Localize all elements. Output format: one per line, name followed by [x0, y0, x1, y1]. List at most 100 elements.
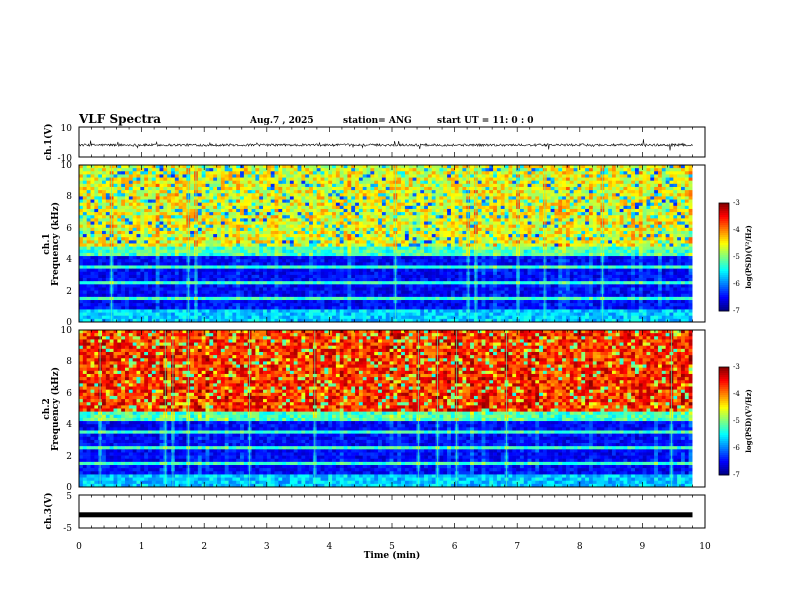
spectrogram-cell — [347, 215, 352, 219]
spectrogram-cell — [163, 224, 168, 229]
spectrogram-cell — [98, 190, 103, 194]
spectrogram-cell — [171, 199, 176, 203]
spectrogram-cell — [508, 190, 513, 194]
spectrogram-cell — [79, 218, 84, 222]
spectrogram-cell — [477, 186, 482, 191]
spectrogram-cell — [167, 237, 172, 241]
spectrogram-cell — [209, 212, 214, 216]
spectrogram-cell — [144, 199, 149, 203]
spectrogram-cell — [144, 183, 149, 188]
spectrogram-cell — [309, 180, 314, 185]
spectrogram-cell — [684, 240, 689, 244]
spectrogram-cell — [527, 193, 532, 197]
spectrogram-cell — [412, 243, 417, 247]
spectrogram-cell — [297, 259, 302, 263]
spectrogram-cell — [155, 243, 160, 247]
spectrogram-cell — [443, 212, 448, 216]
spectrogram-cell — [608, 243, 613, 247]
spectrogram-cell — [343, 202, 348, 207]
spectrogram-cell — [320, 230, 325, 235]
spectrogram-cell — [148, 246, 153, 251]
spectrogram-cell — [554, 218, 559, 222]
spectrogram-cell — [320, 234, 325, 238]
spectrogram-cell — [278, 243, 283, 247]
spectrogram-cell — [424, 256, 429, 260]
spectrogram-cell — [657, 224, 663, 229]
spectrogram-cell — [489, 221, 494, 225]
spectrogram-cell — [366, 256, 371, 260]
spectrogram-cell — [439, 221, 444, 225]
spectrogram-cell — [627, 190, 632, 194]
spectrogram-cell — [98, 252, 103, 257]
spectrogram-cell — [86, 174, 91, 178]
spectrogram-cell — [301, 186, 306, 191]
spectrogram-cell — [289, 193, 295, 197]
spectrogram-cell — [646, 243, 651, 247]
spectrogram-cell — [220, 174, 225, 178]
spectrogram-cell — [450, 177, 456, 181]
spectrogram-cell — [397, 205, 402, 210]
spectrogram-cell — [500, 230, 505, 235]
spectrogram-cell — [661, 205, 666, 210]
spectrogram-cell — [470, 165, 475, 169]
spectrogram-cell — [121, 259, 126, 263]
spectrogram-cell — [190, 174, 195, 178]
spectrogram-cell — [236, 224, 241, 229]
spectrogram-cell — [332, 252, 337, 257]
spectrogram-cell — [611, 190, 617, 194]
spectrogram-cell — [278, 227, 283, 232]
spectrogram-cell — [427, 193, 433, 197]
spectrogram-cell — [577, 237, 582, 241]
spectrogram-cell — [669, 171, 674, 175]
spectrogram-cell — [661, 240, 666, 244]
spectrogram-cell — [523, 180, 528, 185]
spectrogram-cell — [608, 230, 613, 235]
spectrogram-cell — [293, 171, 298, 175]
spectrogram-cell — [224, 199, 229, 203]
spectrogram-cell — [558, 202, 563, 207]
spectrogram-cell — [240, 202, 245, 207]
spectrogram-cell — [293, 168, 298, 172]
spectrogram-cell — [366, 234, 371, 238]
spectrogram-cell — [493, 227, 498, 232]
spectrogram-cell — [309, 252, 314, 257]
spectrogram-cell — [573, 221, 578, 225]
spectrogram-cell — [347, 224, 352, 229]
spectrogram-cell — [324, 256, 329, 260]
spectrogram-cell — [458, 190, 463, 194]
spectrogram-cell — [105, 221, 110, 225]
spectrogram-cell — [247, 237, 252, 241]
spectrogram-cell — [155, 237, 160, 241]
spectrogram-cell — [197, 243, 202, 247]
spectrogram-cell — [539, 199, 544, 203]
spectrogram-cell — [339, 230, 344, 235]
spectrogram-cell — [205, 246, 210, 251]
spectrogram-cell — [297, 234, 302, 238]
spectrogram-cell — [408, 171, 413, 175]
spectrogram-cell — [424, 177, 429, 181]
spectrogram-cell — [197, 224, 202, 229]
spectrogram-cell — [297, 230, 302, 235]
spectrogram-cell — [247, 252, 252, 257]
spectrogram-cell — [82, 240, 87, 244]
spectrogram-cell — [611, 180, 617, 185]
spectrogram-cell — [638, 177, 643, 181]
spectrogram-cell — [646, 208, 651, 213]
spectrogram-cell — [136, 190, 141, 194]
spectrogram-cell — [316, 240, 321, 244]
spectrogram-cell — [604, 202, 609, 207]
spectrogram-cell — [381, 237, 387, 241]
spectrogram-cell — [274, 230, 279, 235]
spectrogram-cell — [627, 246, 632, 251]
spectrogram-cell — [220, 246, 225, 251]
spectrogram-cell — [539, 168, 544, 172]
spectrogram-cell — [573, 177, 578, 181]
spectrogram-cell — [121, 252, 126, 257]
spectrogram-cell — [669, 186, 674, 191]
spectrogram-cell — [642, 243, 647, 247]
spectrogram-cell — [450, 165, 456, 169]
spectrogram-cell — [305, 237, 310, 241]
spectrogram-cell — [309, 205, 314, 210]
spectrogram-cell — [79, 196, 84, 200]
spectrogram-cell — [366, 165, 371, 169]
